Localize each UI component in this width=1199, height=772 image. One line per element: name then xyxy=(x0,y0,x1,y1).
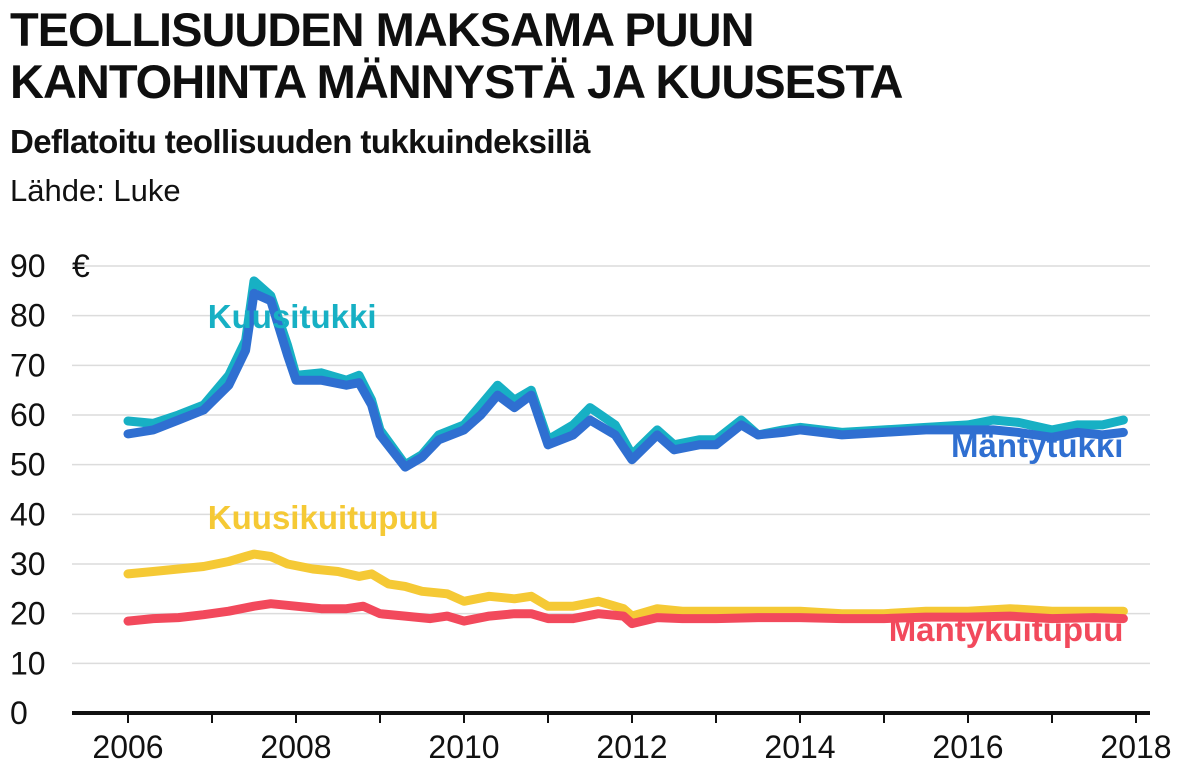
y-axis-ticks: 0 10 20 30 40 50 60 70 80 90 xyxy=(10,248,46,731)
x-tick-label-2018: 2018 xyxy=(1100,729,1171,765)
y-tick-label-20: 20 xyxy=(10,596,46,632)
y-tick-label-50: 50 xyxy=(10,447,46,483)
chart-title-line-1: TEOLLISUUDEN MAKSAMA PUUN xyxy=(10,3,755,56)
series-labels: Kuusitukki Mäntytukki Kuusikuitupuu Mäntyku… xyxy=(208,298,1124,648)
series-line-1 xyxy=(123,288,1128,472)
series-line-3 xyxy=(123,599,1128,629)
chart-title: TEOLLISUUDEN MAKSAMA PUUN KANTOHINTA MÄN… xyxy=(10,4,1190,108)
chart-source: Lähde: Luke xyxy=(10,173,181,208)
y-tick-label-70: 70 xyxy=(10,347,46,383)
series-label-1: Mäntytukki xyxy=(951,427,1123,464)
x-tick-label-2010: 2010 xyxy=(428,729,499,765)
y-tick-label-0: 0 xyxy=(10,695,28,731)
x-tick-label-2006: 2006 xyxy=(92,729,163,765)
y-tick-label-90: 90 xyxy=(10,248,46,284)
series-label-2: Kuusikuitupuu xyxy=(208,499,439,536)
y-tick-label-80: 80 xyxy=(10,298,46,334)
y-tick-label-30: 30 xyxy=(10,546,46,582)
chart-subtitle: Deflatoitu teollisuuden tukkuindeksillä xyxy=(10,123,590,160)
x-tick-label-2016: 2016 xyxy=(932,729,1003,765)
series-label-3: Mäntykuitupuu xyxy=(889,611,1124,648)
y-tick-label-60: 60 xyxy=(10,397,46,433)
x-tick-label-2014: 2014 xyxy=(764,729,835,765)
series-label-0: Kuusitukki xyxy=(208,298,377,335)
chart-title-line-2: KANTOHINTA MÄNNYSTÄ JA KUUSESTA xyxy=(10,55,903,108)
series-line-2 xyxy=(123,549,1128,621)
y-tick-label-40: 40 xyxy=(10,496,46,532)
series-lines xyxy=(123,276,1128,629)
x-tick-label-2012: 2012 xyxy=(596,729,667,765)
x-tick-label-2008: 2008 xyxy=(260,729,331,765)
x-axis: 2006 2008 2010 2012 2014 2016 2018 xyxy=(72,711,1172,765)
y-axis-unit: € xyxy=(72,248,90,284)
y-tick-label-10: 10 xyxy=(10,645,46,681)
